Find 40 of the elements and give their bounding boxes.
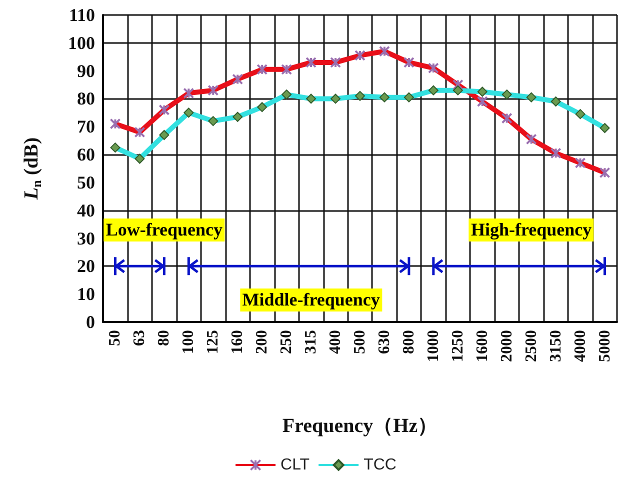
y-tick-label: 20: [77, 256, 95, 276]
x-tick-label: 160: [229, 330, 246, 354]
y-tick-label: 0: [86, 312, 95, 332]
y-tick-label: 100: [68, 32, 95, 53]
x-axis-title: Frequency（Hz）: [282, 415, 438, 437]
annotation: High-frequency: [468, 218, 594, 242]
x-tick-label: 800: [400, 330, 418, 354]
legend-label: TCC: [364, 456, 396, 474]
x-tick-label: 125: [204, 330, 222, 354]
x-tick-label: 80: [156, 330, 173, 346]
y-tick-label: 90: [77, 60, 95, 81]
x-tick-label: 315: [302, 330, 320, 354]
x-tick-label: 1600: [474, 330, 491, 362]
x-tick-label: 250: [278, 330, 296, 354]
y-tick-label: 80: [77, 88, 95, 109]
x-tick-label: 50: [106, 330, 124, 346]
y-tick-label: 60: [77, 144, 95, 165]
x-tick-label: 2000: [498, 330, 516, 362]
x-tick-label: 5000: [596, 330, 614, 362]
x-tick-label: 2500: [522, 330, 540, 362]
y-tick-label: 110: [68, 5, 95, 25]
x-tick-label: 1000: [424, 330, 442, 362]
annotation: Middle-frequency: [240, 288, 382, 312]
y-tick-label: 50: [77, 172, 95, 192]
x-tick-label: 400: [327, 330, 344, 354]
x-tick-label: 4000: [572, 330, 589, 362]
y-axis-title: Ln (dB): [20, 137, 44, 201]
x-tick-label: 100: [180, 330, 198, 354]
legend-label: CLT: [280, 456, 310, 474]
x-tick-label: 63: [131, 330, 148, 346]
y-tick-label: 40: [77, 200, 95, 220]
x-tick-label: 630: [376, 330, 393, 354]
y-tick-label: 70: [77, 116, 95, 137]
y-tick-label: 10: [77, 284, 95, 304]
x-tick-label: 500: [352, 330, 368, 354]
y-tick-label: 30: [77, 228, 95, 248]
x-tick-label: 200: [254, 330, 271, 354]
x-tick-label: 3150: [547, 330, 564, 362]
annotation: Low-frequency: [104, 218, 225, 242]
x-tick-label: 1250: [449, 330, 466, 362]
